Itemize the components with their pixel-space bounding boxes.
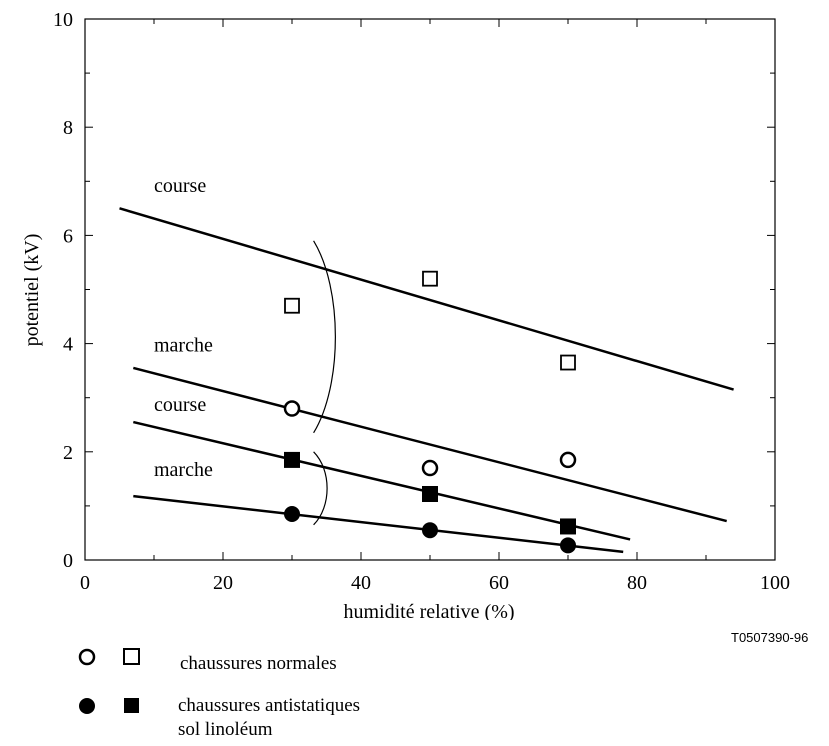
line-label: marche [154, 335, 213, 357]
x-tick-label: 80 [627, 572, 647, 594]
open-square-icon [123, 648, 140, 665]
filled-circle-point [422, 522, 438, 539]
y-tick-label: 10 [53, 9, 73, 31]
open-circle-icon [78, 648, 96, 666]
open-circle-point [559, 451, 577, 469]
filled-square-icon [124, 698, 139, 713]
legend-label-linoleum: sol linoléum [178, 719, 273, 740]
x-tick-label: 60 [489, 572, 509, 594]
chart-axes: 0 20 40 60 80 100 0 2 4 6 8 10 [53, 9, 790, 594]
open-square-point [422, 270, 438, 287]
filled-circle-icon [79, 698, 95, 714]
fit-line [133, 420, 631, 541]
y-tick-label: 8 [63, 117, 73, 139]
fit-line [133, 494, 624, 554]
line-label: course [154, 175, 206, 197]
x-tick-label: 40 [351, 572, 371, 594]
line-label: course [154, 394, 206, 416]
brace [313, 451, 328, 526]
line-label: marche [154, 459, 213, 481]
legend-symbols [72, 694, 168, 716]
filled-square-point [422, 485, 438, 502]
fit-line [132, 366, 728, 523]
legend-item-antistatic: chaussures antistatiques sol linoléum [72, 694, 360, 742]
legend-label-antistatic: chaussures antistatiques [178, 695, 361, 716]
legend-symbols [72, 646, 168, 668]
open-circle-point [421, 459, 439, 477]
fit-line [119, 207, 734, 391]
y-tick-label: 0 [63, 550, 73, 572]
legend-item-normal: chaussures normales [72, 646, 337, 676]
y-axis-label: potentiel (kV) [21, 234, 43, 347]
open-circle-point [283, 400, 301, 417]
fit-lines [119, 207, 734, 554]
x-tick-label: 0 [80, 572, 90, 594]
x-axis-label: humidité relative (%) [343, 601, 514, 620]
braces [313, 240, 336, 526]
y-tick-label: 2 [63, 442, 73, 464]
x-tick-label: 20 [213, 572, 233, 594]
filled-circle-point [284, 506, 300, 523]
filled-square-point [560, 518, 576, 535]
y-tick-label: 6 [63, 225, 73, 247]
filled-square-point [284, 451, 300, 468]
chart: 0 20 40 60 80 100 0 2 4 6 8 10 course marche course ma… [21, 9, 790, 620]
line-labels: course marche course marche [154, 175, 213, 481]
figure-code: T0507390-96 [731, 630, 809, 645]
x-tick-label: 100 [760, 572, 790, 594]
open-square-point [284, 297, 300, 314]
y-tick-label: 4 [63, 334, 73, 356]
legend-label-normal: chaussures normales [180, 653, 337, 674]
data-points [283, 270, 577, 554]
open-square-point [560, 354, 576, 371]
filled-circle-point [560, 537, 576, 554]
brace [313, 240, 336, 434]
